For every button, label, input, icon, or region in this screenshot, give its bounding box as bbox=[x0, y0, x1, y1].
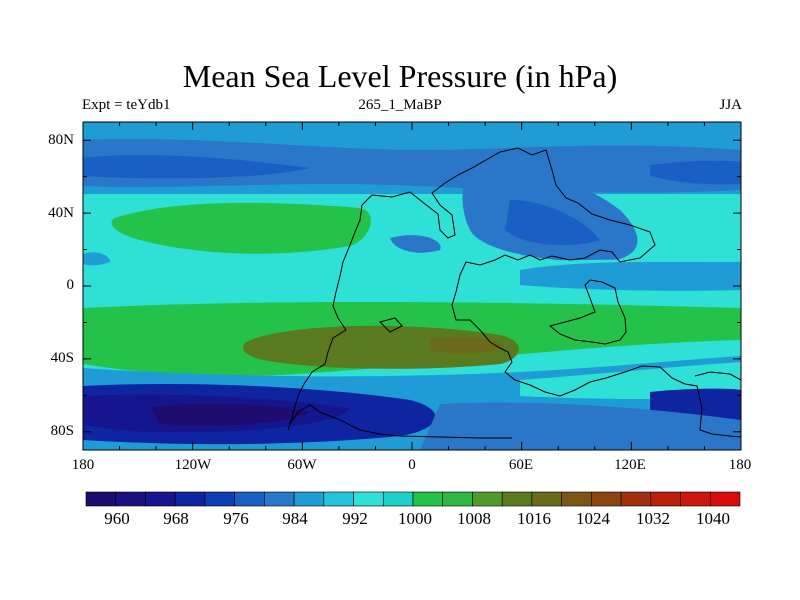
colorbar-swatch bbox=[501, 491, 533, 507]
band-tropics-east bbox=[520, 261, 741, 291]
period-label: 265_1_MaBP bbox=[358, 97, 442, 113]
colorbar-label: 1040 bbox=[696, 509, 730, 528]
low-south-960 bbox=[150, 403, 310, 426]
colorbar-label: 992 bbox=[342, 509, 368, 528]
colorbar-swatch bbox=[531, 491, 562, 507]
colorbar-swatch bbox=[174, 491, 206, 507]
colorbar bbox=[85, 491, 741, 507]
colorbar-label: 1016 bbox=[517, 509, 551, 528]
colorbar-swatch bbox=[323, 491, 354, 507]
high-south-1016 bbox=[243, 325, 519, 369]
colorbar-swatch bbox=[353, 491, 384, 507]
colorbar-swatch bbox=[412, 491, 444, 507]
colorbar-swatch bbox=[472, 491, 503, 507]
colorbar-swatch bbox=[264, 491, 295, 507]
colorbar-swatch bbox=[650, 491, 681, 507]
colorbar-swatch bbox=[561, 491, 592, 507]
colorbar-label: 984 bbox=[282, 509, 308, 528]
small-low bbox=[390, 235, 441, 253]
band-north-984 bbox=[83, 138, 741, 193]
colorbar-swatch bbox=[709, 491, 741, 507]
high-north-atlantic bbox=[111, 202, 371, 254]
lon-tick-180w: 180 bbox=[71, 457, 95, 473]
lat-tick-80n: 80N bbox=[48, 132, 74, 148]
lon-tick-0: 0 bbox=[408, 457, 416, 473]
low-north-west bbox=[83, 155, 310, 179]
colorbar-swatch bbox=[382, 491, 414, 507]
small-low-west bbox=[83, 252, 110, 266]
colorbar-label: 1000 bbox=[398, 509, 432, 528]
colorbar-swatch bbox=[115, 491, 146, 507]
lat-tick-80s: 80S bbox=[50, 423, 74, 439]
colorbar-label: 976 bbox=[223, 509, 249, 528]
colorbar-swatch bbox=[620, 491, 652, 507]
colorbar-swatch bbox=[680, 491, 711, 507]
colorbar-label: 1008 bbox=[457, 509, 491, 528]
colorbar-swatch bbox=[234, 491, 265, 507]
lat-tick-40n: 40N bbox=[48, 205, 74, 221]
colorbar-swatch bbox=[204, 491, 235, 507]
colorbar-label: 968 bbox=[163, 509, 189, 528]
low-north-east bbox=[650, 160, 741, 185]
season-label: JJA bbox=[719, 97, 742, 113]
high-south-core bbox=[430, 337, 505, 354]
colorbar-swatch bbox=[442, 491, 473, 507]
colorbar-swatch bbox=[293, 491, 325, 507]
coastline bbox=[287, 147, 741, 439]
map-title: Mean Sea Level Pressure (in hPa) bbox=[182, 58, 618, 94]
lat-tick-0: 0 bbox=[66, 277, 75, 293]
colorbar-swatch bbox=[145, 491, 176, 507]
lon-tick-180e: 180 bbox=[728, 457, 752, 473]
lon-tick-120w: 120W bbox=[174, 457, 212, 473]
axis-ticks bbox=[82, 122, 742, 450]
colorbar-label: 960 bbox=[104, 509, 130, 528]
colorbar-label: 1024 bbox=[576, 509, 610, 528]
colorbar-label: 1032 bbox=[636, 509, 670, 528]
lon-tick-60w: 60W bbox=[287, 457, 317, 473]
colorbar-swatch bbox=[591, 491, 622, 507]
lon-tick-60e: 60E bbox=[508, 457, 534, 473]
colorbar-swatch bbox=[85, 491, 117, 507]
experiment-label: Expt = teYdb1 bbox=[82, 97, 171, 113]
asia-low-core bbox=[505, 200, 600, 246]
lon-tick-120e: 120E bbox=[614, 457, 646, 473]
lat-tick-40s: 40S bbox=[50, 350, 74, 366]
contour-fill bbox=[83, 122, 741, 450]
